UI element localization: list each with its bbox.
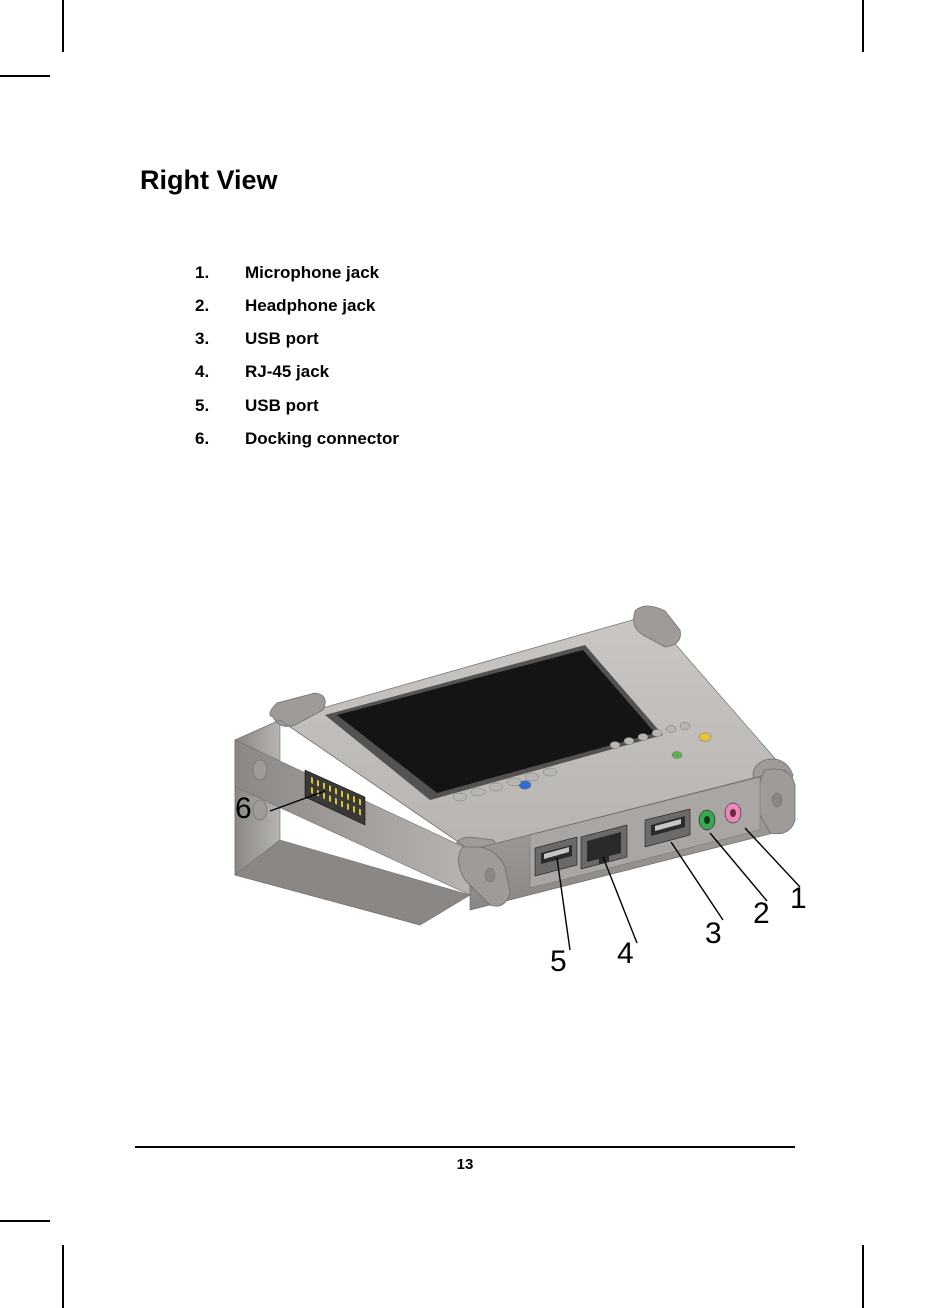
list-item: 4. RJ-45 jack — [195, 355, 820, 388]
callout-number-1: 1 — [790, 882, 807, 916]
list-item: 1. Microphone jack — [195, 256, 820, 289]
list-item: 2. Headphone jack — [195, 289, 820, 322]
list-label: Docking connector — [245, 422, 399, 455]
list-item: 3. USB port — [195, 322, 820, 355]
feature-list: 1. Microphone jack 2. Headphone jack 3. … — [195, 256, 820, 455]
list-number: 6. — [195, 422, 245, 455]
list-label: Headphone jack — [245, 289, 375, 322]
callout-number-3: 3 — [705, 917, 722, 951]
list-label: USB port — [245, 389, 319, 422]
list-number: 3. — [195, 322, 245, 355]
page-footer: 13 — [135, 1146, 795, 1173]
list-item: 6. Docking connector — [195, 422, 820, 455]
list-label: Microphone jack — [245, 256, 379, 289]
list-item: 5. USB port — [195, 389, 820, 422]
device-figure: 6 5 4 3 2 1 — [205, 575, 805, 1000]
list-number: 1. — [195, 256, 245, 289]
document-page: Right View 1. Microphone jack 2. Headpho… — [0, 0, 947, 1308]
crop-mark — [62, 0, 64, 52]
list-label: RJ-45 jack — [245, 355, 329, 388]
crop-mark — [0, 1220, 50, 1222]
callout-number-4: 4 — [617, 937, 634, 971]
list-number: 4. — [195, 355, 245, 388]
section-title: Right View — [140, 165, 820, 196]
callout-number-6: 6 — [235, 792, 252, 826]
list-label: USB port — [245, 322, 319, 355]
list-number: 5. — [195, 389, 245, 422]
callout-number-2: 2 — [753, 897, 770, 931]
crop-mark — [862, 0, 864, 52]
crop-mark — [862, 1245, 864, 1308]
crop-mark — [0, 75, 50, 77]
footer-divider — [135, 1146, 795, 1148]
crop-mark — [62, 1245, 64, 1308]
page-number: 13 — [135, 1156, 795, 1173]
content-area: Right View 1. Microphone jack 2. Headpho… — [140, 165, 820, 455]
list-number: 2. — [195, 289, 245, 322]
callout-number-5: 5 — [550, 945, 567, 979]
